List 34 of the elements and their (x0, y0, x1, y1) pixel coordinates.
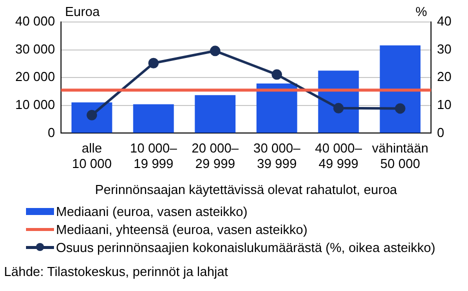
y2-tick-label: 30 (437, 41, 452, 56)
x-axis-title: Perinnönsaajan käytettävissä olevat rahatulot, euroa (94, 182, 398, 197)
bar (380, 45, 421, 133)
point (394, 103, 406, 114)
x-tick-label: 10 000– 19 999 (130, 140, 178, 172)
legend-label: Mediaani (euroa, vasen asteikko) (56, 204, 248, 218)
x-tick-label: 30 000– 39 999 (253, 140, 302, 172)
bar (133, 104, 174, 133)
x-tick-label: alle 10 000 (72, 140, 112, 172)
y-tick-label: 0 (48, 124, 55, 140)
y-tick-label: 20 000 (15, 69, 55, 84)
y2-tick-label: 10 (437, 96, 452, 112)
y2-tick-label: 40 (437, 14, 452, 29)
point (148, 58, 159, 68)
x-tick-label: vähintään 50 000 (372, 140, 428, 172)
x-tick-label: 40 000– 49 999 (315, 140, 363, 172)
legend-label: Osuus perinnönsaajien kokonaislukumäärästä (%, oikea asteikko) (56, 240, 436, 254)
y-tick-label: 10 000 (15, 96, 55, 112)
y2-axis-title: % (415, 4, 428, 20)
y-tick-label: 30 000 (15, 41, 55, 56)
x-tick-label: 20 000– 29 999 (192, 140, 240, 172)
point (272, 69, 282, 80)
legend-label: Mediaani, yhteensä (euroa, vasen asteikko) (56, 222, 308, 236)
bar (194, 95, 236, 133)
y2-tick-label: 0 (437, 124, 444, 140)
y2-tick-label: 20 (437, 69, 452, 84)
point (333, 102, 344, 114)
point (210, 46, 220, 56)
bar (71, 102, 112, 133)
text: Lähde: Tilastokeskus, perinnöt ja lahjat (4, 264, 228, 279)
bar (318, 70, 359, 133)
y-tick-label: 40 000 (15, 14, 55, 29)
y-axis-title: Euroa (65, 4, 100, 20)
bar (256, 83, 298, 133)
